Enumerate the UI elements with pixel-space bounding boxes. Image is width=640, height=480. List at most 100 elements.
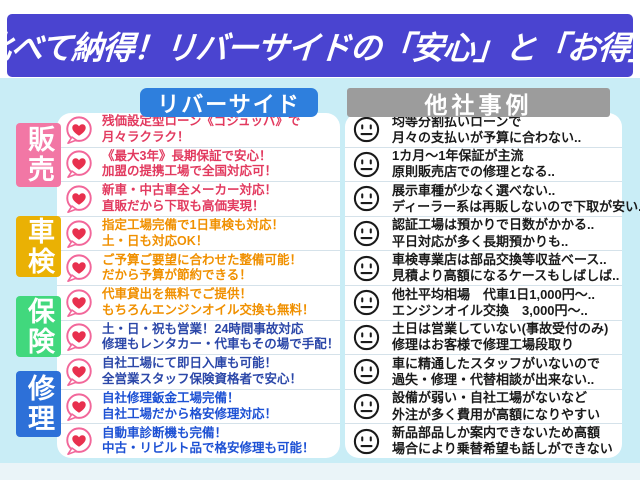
row-line: 指定工場完備で1日車検も対応！ (102, 217, 284, 232)
row-line: 土日は営業していない(事故受付のみ) (392, 321, 609, 337)
competitor-row: 車検専業店は部品交換等収益ベース.. 見積より高額になるケースもしばしば.. (345, 251, 622, 286)
category-label-inspection-text: 車検 (24, 216, 54, 277)
neutral-face-icon (351, 391, 382, 422)
category-label-repair: 修理 (16, 371, 61, 437)
riverside-row-text: 自社工場にて即日入庫も可能！ 全営業スタッフ保険資格者で安心！ (102, 356, 302, 387)
neutral-face-icon (351, 426, 382, 457)
neutral-face-icon (351, 253, 382, 284)
riverside-row-text: 土・日・祝も営業！24時間事故対応 修理もレンタカー・代車もその場で手配！ (102, 322, 339, 353)
row-line: 修理もレンタカー・代車もその場で手配！ (102, 337, 340, 352)
competitor-row-text: 車検専業店は部品交換等収益ベース.. 見積より高額になるケースもしばしば.. (392, 252, 619, 285)
competitor-row-text: 認証工場は預かりで日数がかかる.. 平日対応が多く長期預かりも.. (392, 217, 594, 250)
page-title: 比べて納得！リバーサイドの「安心」と「お得」 (0, 29, 640, 66)
row-line: 平日対応が多く長期預かりも.. (392, 233, 569, 249)
row-line: 均等分割払いローンで (392, 113, 522, 129)
row-line: 場合により乗替希望も話しができない (392, 441, 613, 457)
heart-bubble-icon (63, 218, 94, 249)
riverside-row-text: ご予算ご要望に合わせた整備可能！ だから予算が節約できる！ (102, 253, 302, 284)
competitor-row: 新品部品しか案内できないため高額 場合により乗替希望も話しができない (345, 424, 622, 458)
row-line: 過失・修理・代替相談が出来ない.. (392, 371, 595, 387)
riverside-row: 代車貸出を無料でご提供！ もちろんエンジンオイル交換も無料！ (57, 286, 340, 321)
row-line: 車に精通したスタッフがいないので (392, 355, 601, 371)
riverside-row: 土・日・祝も営業！24時間事故対応 修理もレンタカー・代車もその場で手配！ (57, 321, 340, 356)
neutral-face-icon (351, 356, 382, 387)
row-line: 月々ラクラク！ (102, 129, 190, 144)
neutral-face-icon (351, 114, 382, 145)
bottom-strip (0, 463, 640, 480)
row-line: 代車貸出を無料でご提供！ (102, 287, 253, 302)
riverside-row: 自社修理鈑金工場完備！ 自社工場だから格安修理対応！ (57, 390, 340, 425)
competitor-row: 1カ月～1年保証が主流 原則販売店での修理となる.. (345, 148, 622, 183)
row-line: 残価設定型ローン《ゴジュッパ》で (102, 114, 301, 129)
row-line: 車検専業店は部品交換等収益ベース.. (392, 251, 607, 267)
competitor-row: 展示車種が少なく選べない.. ディーラー系は再販しないので下取が安い.. (345, 182, 640, 217)
competitor-row: 土日は営業していない(事故受付のみ) 修理はお客様で修理工場段取り (345, 321, 622, 356)
competitor-row-text: 車に精通したスタッフがいないので 過失・修理・代替相談が出来ない.. (392, 356, 600, 389)
competitor-panel: 均等分割払いローンで 月々の支払いが予算に合わない.. 1カ月～1年保証が主流 … (345, 113, 640, 458)
row-line: 1カ月～1年保証が主流 (392, 148, 524, 164)
riverside-column-header: リバーサイド (140, 88, 318, 117)
row-line: もちろんエンジンオイル交換も無料！ (102, 302, 315, 317)
competitor-row-text: 1カ月～1年保証が主流 原則販売店での修理となる.. (392, 148, 555, 181)
competitor-column-header-label: 他社事例 (424, 91, 533, 118)
heart-bubble-icon (63, 149, 94, 180)
row-line: 設備が弱い・自社工場がないなど (392, 390, 588, 406)
riverside-row: 残価設定型ローン《ゴジュッパ》で 月々ラクラク！ (57, 113, 340, 148)
row-line: ご予算ご要望に合わせた整備可能！ (102, 252, 303, 267)
row-line: 加盟の提携工場で全国対応可！ (102, 164, 278, 179)
row-line: 認証工場は預かりで日数がかかる.. (392, 217, 595, 233)
competitor-row-text: 展示車種が少なく選べない.. ディーラー系は再販しないので下取が安い.. (392, 183, 640, 216)
row-line: 外注が多く費用が高額になりやすい (392, 406, 601, 422)
riverside-row: 《最大3年》長期保証で安心！ 加盟の提携工場で全国対応可！ (57, 148, 340, 183)
row-line: 他社平均相場 代車1日1,000円～.. (392, 286, 595, 302)
competitor-column-header: 他社事例 (347, 88, 610, 118)
riverside-row-text: 《最大3年》長期保証で安心！ 加盟の提携工場で全国対応可！ (102, 149, 277, 180)
heart-bubble-icon (63, 356, 94, 387)
row-line: ディーラー系は再販しないので下取が安い.. (392, 198, 640, 214)
riverside-row: 自動車診断機も完備！ 中古・リビルト品で格安修理も可能！ (57, 424, 340, 458)
riverside-row-text: 指定工場完備で1日車検も対応！ 土・日も対応OK！ (102, 218, 284, 249)
row-line: 自社修理鈑金工場完備！ (102, 390, 240, 405)
row-line: 見積より高額になるケースもしばしば.. (392, 268, 620, 284)
neutral-face-icon (351, 149, 382, 180)
competitor-row: 均等分割払いローンで 月々の支払いが予算に合わない.. (345, 113, 622, 148)
riverside-panel: 残価設定型ローン《ゴジュッパ》で 月々ラクラク！ 《最大3年》長期保証で安心！ … (57, 113, 340, 458)
row-line: 自社工場だから格安修理対応！ (102, 406, 278, 421)
category-label-inspection: 車検 (16, 216, 61, 277)
riverside-row: ご予算ご要望に合わせた整備可能！ だから予算が節約できる！ (57, 251, 340, 286)
heart-bubble-icon (63, 114, 94, 145)
neutral-face-icon (351, 183, 382, 214)
row-line: 月々の支払いが予算に合わない.. (392, 129, 582, 145)
row-line: 修理はお客様で修理工場段取り (392, 337, 575, 353)
riverside-row: 自社工場にて即日入庫も可能！ 全営業スタッフ保険資格者で安心！ (57, 355, 340, 390)
riverside-row-text: 自動車診断機も完備！ 中古・リビルト品で格安修理も可能！ (102, 426, 315, 457)
competitor-row: 設備が弱い・自社工場がないなど 外注が多く費用が高額になりやすい (345, 390, 622, 425)
category-label-sales: 販売 (16, 123, 61, 187)
row-line: 全営業スタッフ保険資格者で安心！ (102, 371, 303, 386)
row-line: 自社工場にて即日入庫も可能！ (102, 356, 278, 371)
category-label-sales-text: 販売 (24, 125, 54, 185)
heart-bubble-icon (63, 322, 94, 353)
category-label-insurance: 保険 (16, 296, 61, 357)
row-line: 原則販売店での修理となる.. (392, 164, 555, 180)
row-line: 自動車診断機も完備！ (102, 425, 228, 440)
neutral-face-icon (351, 287, 382, 318)
heart-bubble-icon (63, 426, 94, 457)
riverside-row-text: 自社修理鈑金工場完備！ 自社工場だから格安修理対応！ (102, 391, 277, 422)
riverside-column-header-label: リバーサイド (157, 91, 301, 117)
competitor-row-text: 土日は営業していない(事故受付のみ) 修理はお客様で修理工場段取り (392, 321, 608, 354)
riverside-row-text: 残価設定型ローン《ゴジュッパ》で 月々ラクラク！ (102, 114, 301, 145)
title-banner: 比べて納得！リバーサイドの「安心」と「お得」 (0, 14, 640, 77)
row-line: 《最大3年》長期保証で安心！ (102, 148, 272, 163)
row-line: 新車・中古車全メーカー対応！ (102, 183, 278, 198)
heart-bubble-icon (63, 287, 94, 318)
row-line: だから予算が節約できる！ (102, 268, 252, 283)
riverside-row: 新車・中古車全メーカー対応！ 直販だから下取も高価実現！ (57, 182, 340, 217)
row-line: 土・日・祝も営業！24時間事故対応 (102, 321, 304, 336)
neutral-face-icon (351, 218, 382, 249)
row-line: 新品部品しか案内できないため高額 (392, 424, 601, 440)
category-label-repair-text: 修理 (24, 374, 54, 434)
competitor-row: 車に精通したスタッフがいないので 過失・修理・代替相談が出来ない.. (345, 355, 622, 390)
competitor-row: 認証工場は預かりで日数がかかる.. 平日対応が多く長期預かりも.. (345, 217, 622, 252)
